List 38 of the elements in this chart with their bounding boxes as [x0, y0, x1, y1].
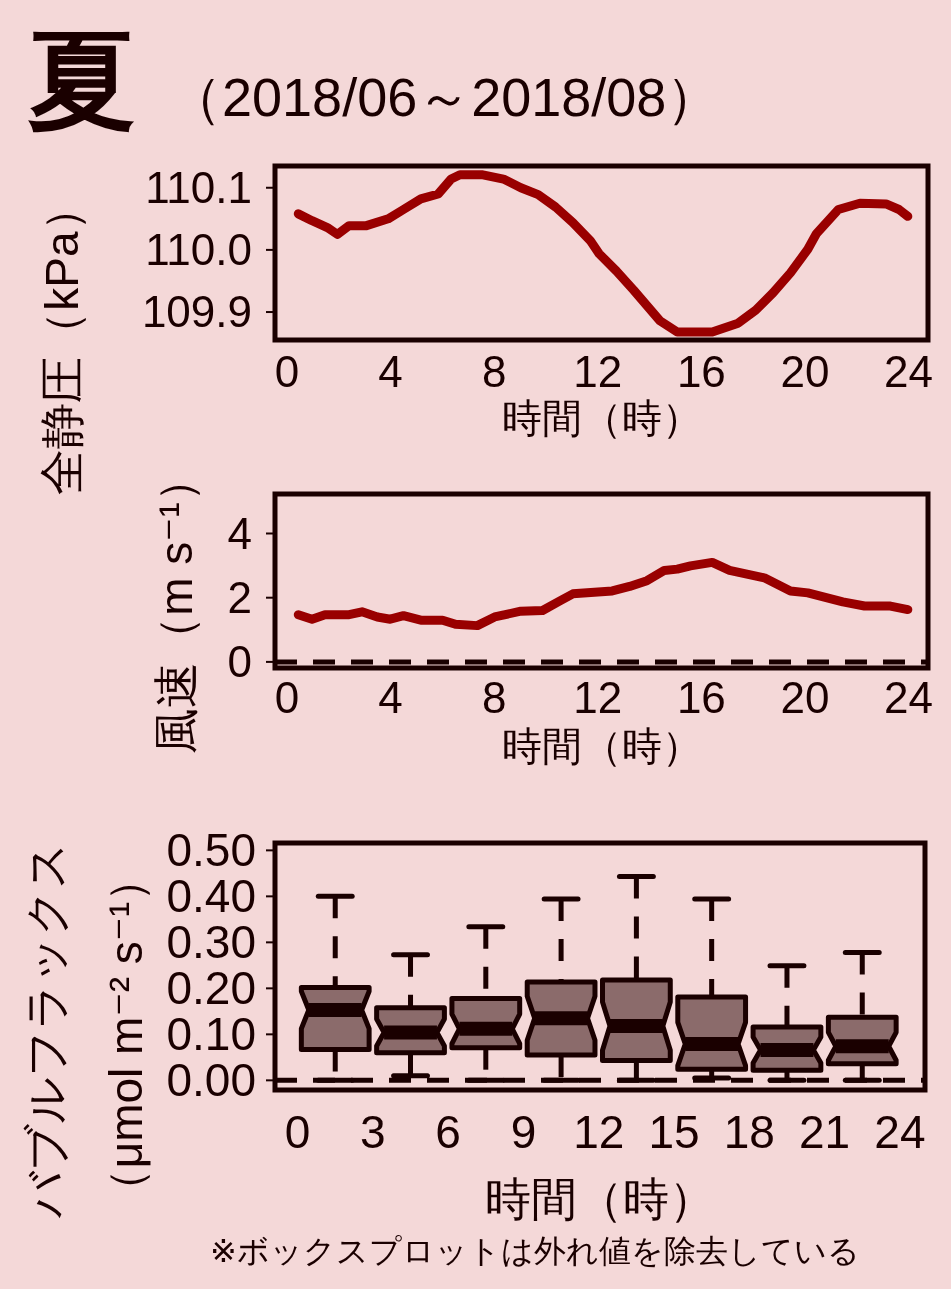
- x-tick-label: 15: [648, 1106, 700, 1158]
- y-tick-label: 4: [227, 508, 252, 558]
- y-axis-title: 全静圧（kPa）: [36, 185, 88, 495]
- x-tick-label: 0: [274, 347, 300, 396]
- chart-title: 夏: [28, 20, 136, 141]
- x-tick-label: 3: [360, 1106, 386, 1158]
- x-tick-label: 4: [378, 347, 403, 396]
- y-tick-label: 0: [227, 637, 252, 687]
- text: ※ボックスプロットは外れ値を除去している: [210, 1233, 860, 1269]
- x-axis-title: 時間（時）: [485, 1173, 715, 1225]
- x-tick-label: 6: [435, 1106, 461, 1158]
- x-tick-label: 18: [723, 1106, 775, 1158]
- x-axis-title: 時間（時）: [501, 724, 702, 768]
- x-tick-label: 24: [874, 1106, 926, 1158]
- x-tick-label: 20: [780, 347, 830, 396]
- x-axis-title: 時間（時）: [501, 396, 702, 440]
- y-tick-label: 2: [227, 573, 252, 623]
- y-axis-title: 風速（m s⁻¹）: [150, 456, 202, 754]
- x-tick-label: 16: [676, 673, 726, 722]
- x-tick-label: 8: [481, 347, 507, 396]
- x-tick-label: 0: [284, 1106, 311, 1158]
- x-tick-label: 24: [884, 673, 934, 722]
- x-tick-label: 4: [378, 673, 403, 722]
- x-tick-label: 12: [573, 1106, 625, 1158]
- x-tick-label: 8: [481, 673, 507, 722]
- x-tick-label: 16: [676, 347, 726, 396]
- y-tick-label: 109.9: [141, 287, 252, 337]
- x-tick-label: 12: [573, 673, 623, 722]
- x-tick-label: 12: [573, 347, 623, 396]
- y-tick-label: 110.0: [145, 225, 252, 275]
- x-tick-label: 24: [884, 347, 934, 396]
- x-tick-label: 9: [510, 1106, 537, 1158]
- y-axis-title: バブルフラックス（μmol m⁻² s⁻¹）: [20, 842, 152, 1219]
- x-tick-label: 20: [780, 673, 830, 722]
- chart-subtitle: （2018/06～2018/08）: [168, 67, 721, 127]
- x-tick-label: 21: [799, 1106, 851, 1158]
- y-tick-label: 110.1: [145, 163, 252, 213]
- x-tick-label: 0: [274, 673, 300, 722]
